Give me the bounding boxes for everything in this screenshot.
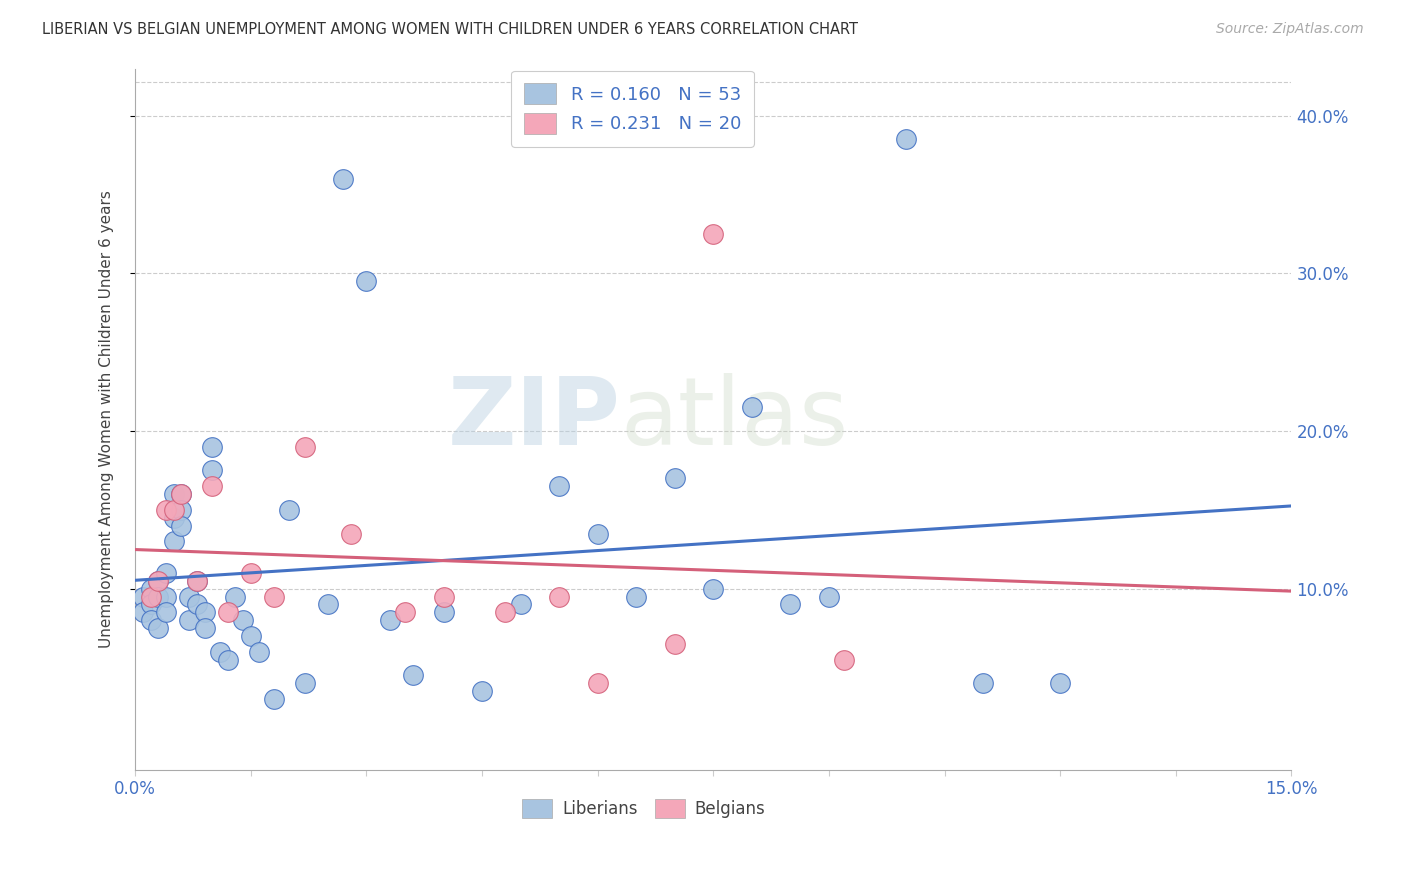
- Point: [186, 574, 208, 588]
- Point: [139, 582, 162, 596]
- Point: [193, 621, 215, 635]
- Point: [179, 590, 201, 604]
- Point: [702, 582, 724, 596]
- Point: [163, 510, 186, 524]
- Point: [148, 574, 170, 588]
- Point: [263, 590, 285, 604]
- Point: [201, 479, 224, 493]
- Point: [139, 613, 162, 627]
- Point: [148, 574, 170, 588]
- Point: [201, 463, 224, 477]
- Point: [132, 606, 155, 620]
- Point: [263, 692, 285, 706]
- Point: [163, 534, 186, 549]
- Point: [834, 653, 856, 667]
- Text: ZIP: ZIP: [449, 373, 621, 466]
- Point: [278, 503, 301, 517]
- Point: [548, 590, 571, 604]
- Point: [509, 598, 531, 612]
- Point: [186, 574, 208, 588]
- Point: [239, 566, 262, 580]
- Point: [340, 526, 363, 541]
- Point: [972, 676, 994, 690]
- Point: [626, 590, 648, 604]
- Point: [170, 487, 193, 501]
- Point: [208, 645, 231, 659]
- Legend: Liberians, Belgians: Liberians, Belgians: [516, 792, 772, 825]
- Point: [170, 518, 193, 533]
- Point: [170, 487, 193, 501]
- Point: [232, 613, 254, 627]
- Point: [316, 598, 339, 612]
- Point: [155, 566, 177, 580]
- Point: [139, 590, 162, 604]
- Point: [224, 590, 246, 604]
- Point: [132, 590, 155, 604]
- Point: [432, 606, 454, 620]
- Point: [586, 676, 609, 690]
- Point: [148, 590, 170, 604]
- Point: [155, 503, 177, 517]
- Point: [548, 479, 571, 493]
- Point: [148, 621, 170, 635]
- Point: [378, 613, 401, 627]
- Point: [394, 606, 416, 620]
- Point: [432, 590, 454, 604]
- Point: [664, 637, 686, 651]
- Point: [1049, 676, 1071, 690]
- Point: [179, 613, 201, 627]
- Point: [247, 645, 270, 659]
- Point: [294, 440, 316, 454]
- Point: [139, 598, 162, 612]
- Point: [471, 684, 494, 698]
- Point: [494, 606, 516, 620]
- Text: LIBERIAN VS BELGIAN UNEMPLOYMENT AMONG WOMEN WITH CHILDREN UNDER 6 YEARS CORRELA: LIBERIAN VS BELGIAN UNEMPLOYMENT AMONG W…: [42, 22, 858, 37]
- Point: [356, 274, 378, 288]
- Point: [170, 503, 193, 517]
- Point: [239, 629, 262, 643]
- Point: [586, 526, 609, 541]
- Point: [894, 132, 917, 146]
- Y-axis label: Unemployment Among Women with Children Under 6 years: Unemployment Among Women with Children U…: [100, 190, 114, 648]
- Text: atlas: atlas: [621, 373, 849, 466]
- Point: [163, 487, 186, 501]
- Point: [779, 598, 801, 612]
- Point: [193, 606, 215, 620]
- Point: [294, 676, 316, 690]
- Text: Source: ZipAtlas.com: Source: ZipAtlas.com: [1216, 22, 1364, 37]
- Point: [402, 668, 425, 682]
- Point: [155, 590, 177, 604]
- Point: [186, 598, 208, 612]
- Point: [332, 172, 354, 186]
- Point: [217, 653, 239, 667]
- Point: [741, 401, 763, 415]
- Point: [163, 503, 186, 517]
- Point: [201, 440, 224, 454]
- Point: [702, 227, 724, 241]
- Point: [664, 471, 686, 485]
- Point: [155, 606, 177, 620]
- Point: [217, 606, 239, 620]
- Point: [818, 590, 841, 604]
